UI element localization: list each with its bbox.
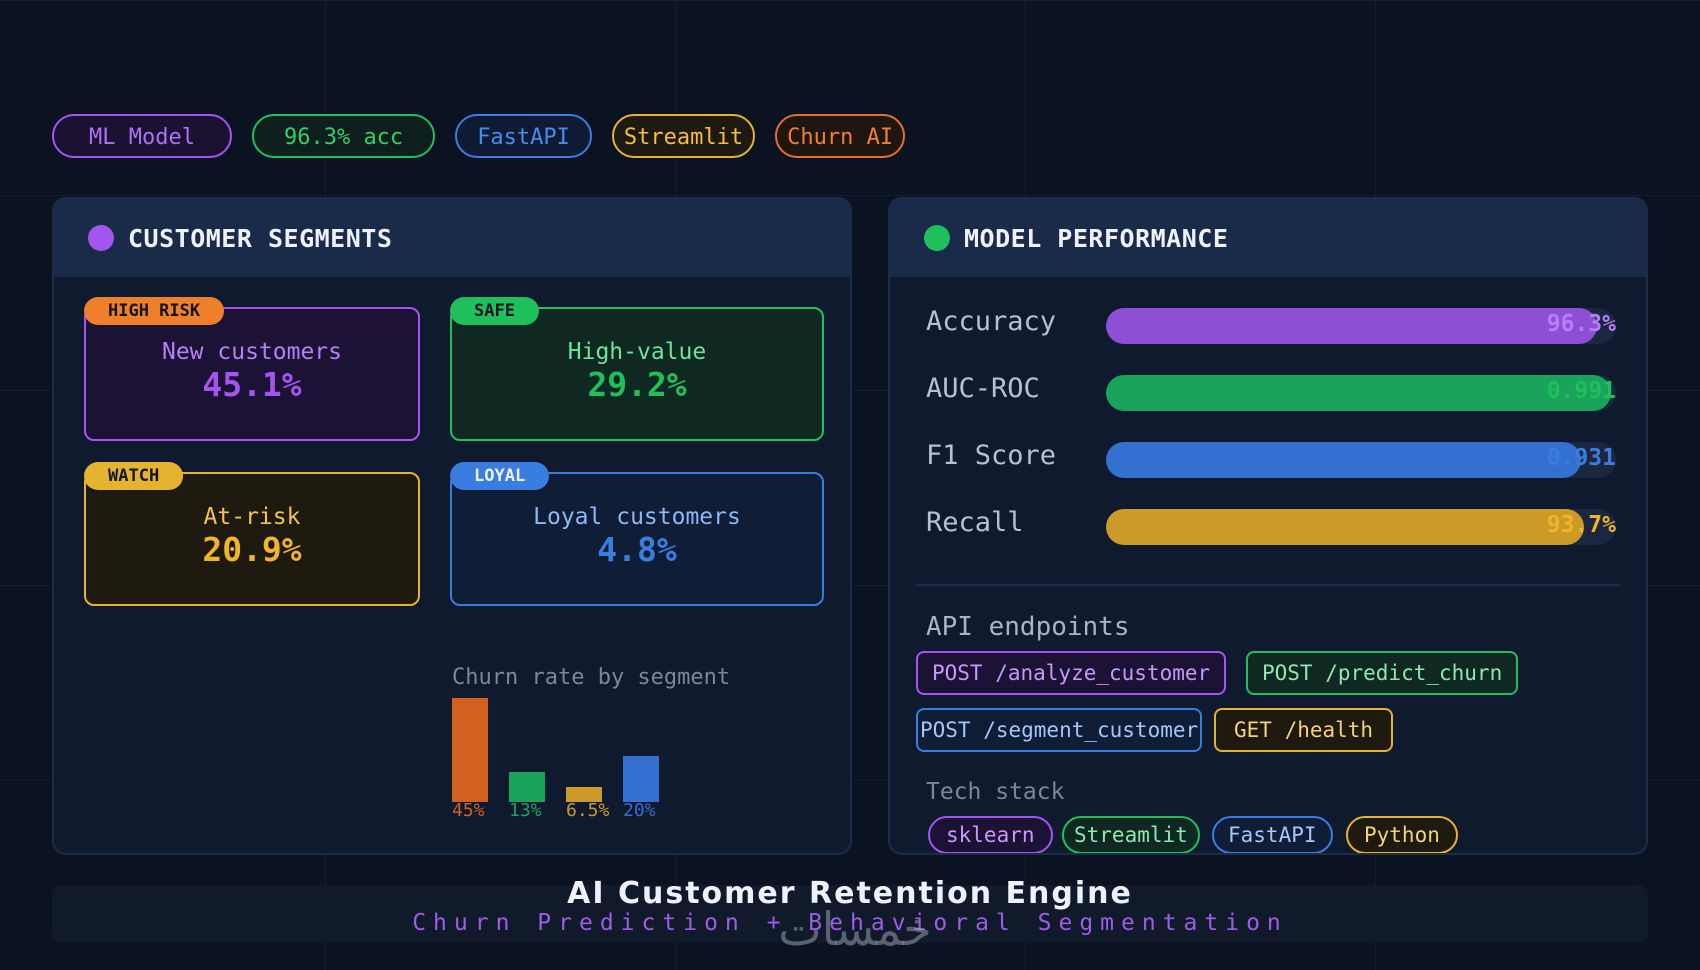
- metric-bar-fill: [1106, 509, 1584, 545]
- tech-fastapi[interactable]: FastAPI: [1212, 816, 1333, 853]
- chart-value-label: 6.5%: [566, 800, 610, 821]
- model-performance-card: MODEL PERFORMANCE Accuracy 96.3% AUC-ROC 0.…: [888, 197, 1648, 855]
- tech-sklearn[interactable]: sklearn: [928, 816, 1053, 853]
- chart-bar: [452, 698, 488, 802]
- card-title: CUSTOMER SEGMENTS: [128, 223, 393, 253]
- segment-label: High-value: [567, 339, 707, 365]
- pill-churn-ai[interactable]: Churn AI: [775, 114, 906, 158]
- status-dot: [88, 225, 114, 251]
- customer-segments-card: CUSTOMER SEGMENTS HIGH RISK New customer…: [52, 197, 852, 855]
- pill-ml-model[interactable]: ML Model: [52, 114, 232, 158]
- metric-bar-track: [1106, 442, 1616, 478]
- metric-bar-fill: [1106, 308, 1598, 344]
- metric-value: 0.991: [1546, 378, 1616, 404]
- api-endpoints-label: API endpoints: [926, 612, 1130, 642]
- metric-label: Recall: [926, 507, 1024, 538]
- endpoint-predict-churn[interactable]: POST /predict_churn: [1246, 651, 1519, 695]
- footer-bar: [52, 885, 1648, 943]
- segment-tag: HIGH RISK: [84, 297, 225, 325]
- segment-tag: WATCH: [84, 462, 184, 490]
- chart-value-label: 45%: [452, 800, 485, 821]
- segment-label: New customers: [161, 339, 342, 365]
- status-dot: [924, 225, 950, 251]
- footer-title: AI Customer Retention Engine: [567, 876, 1133, 911]
- footer-subtitle: Churn Prediction + Behavioral Segmentati…: [412, 910, 1288, 936]
- tech-streamlit[interactable]: Streamlit: [1062, 816, 1200, 853]
- segment-safe[interactable]: SAFE High-value 29.2%: [450, 297, 824, 441]
- pill-fastapi[interactable]: FastAPI: [455, 114, 592, 158]
- segment-high-risk[interactable]: HIGH RISK New customers 45.1%: [84, 297, 420, 441]
- metric-bar-track: [1106, 375, 1616, 411]
- segment-label: Loyal customers: [533, 504, 741, 530]
- segment-value: 4.8%: [597, 530, 677, 569]
- segment-watch[interactable]: WATCH At-risk 20.9%: [84, 462, 420, 606]
- chart-title: Churn rate by segment: [452, 665, 731, 690]
- card-header: CUSTOMER SEGMENTS: [54, 199, 850, 277]
- metric-bar-fill: [1106, 442, 1581, 478]
- segment-label: At-risk: [203, 504, 301, 530]
- metric-value: 93.7%: [1546, 512, 1616, 538]
- chart-value-label: 13%: [509, 800, 542, 821]
- endpoint-analyze-customer[interactable]: POST /analyze_customer: [916, 651, 1227, 695]
- card-header: MODEL PERFORMANCE: [890, 199, 1646, 277]
- segment-value: 45.1%: [202, 365, 302, 404]
- endpoint-segment-customer[interactable]: POST /segment_customer: [916, 708, 1203, 752]
- segment-tag: LOYAL: [450, 462, 550, 490]
- tag-pills: ML Model 96.3% acc FastAPI Streamlit Chu…: [52, 114, 906, 158]
- metric-label: Accuracy: [926, 306, 1057, 337]
- pill-streamlit[interactable]: Streamlit: [611, 114, 756, 158]
- tech-python[interactable]: Python: [1346, 816, 1458, 853]
- tech-stack-label: Tech stack: [926, 779, 1065, 805]
- segment-tag: SAFE: [450, 297, 539, 325]
- metric-bar-track: [1106, 308, 1616, 344]
- metric-value: 96.3%: [1546, 311, 1616, 337]
- metric-label: F1 Score: [926, 440, 1057, 471]
- chart-bar: [509, 772, 545, 802]
- segment-value: 29.2%: [587, 365, 687, 404]
- metric-bar-track: [1106, 509, 1616, 545]
- metric-bar-fill: [1106, 375, 1612, 411]
- chart-bar: [623, 756, 659, 802]
- segment-value: 20.9%: [202, 530, 302, 569]
- pill-accuracy[interactable]: 96.3% acc: [251, 114, 436, 158]
- endpoint-health[interactable]: GET /health: [1214, 708, 1394, 752]
- chart-value-label: 20%: [623, 800, 656, 821]
- metric-value: 0.931: [1546, 445, 1616, 471]
- divider: [916, 584, 1620, 586]
- chart-bar: [566, 787, 602, 802]
- segment-loyal[interactable]: LOYAL Loyal customers 4.8%: [450, 462, 824, 606]
- metric-label: AUC-ROC: [926, 373, 1040, 404]
- watermark: خمسات: [778, 902, 932, 956]
- card-title: MODEL PERFORMANCE: [964, 223, 1229, 253]
